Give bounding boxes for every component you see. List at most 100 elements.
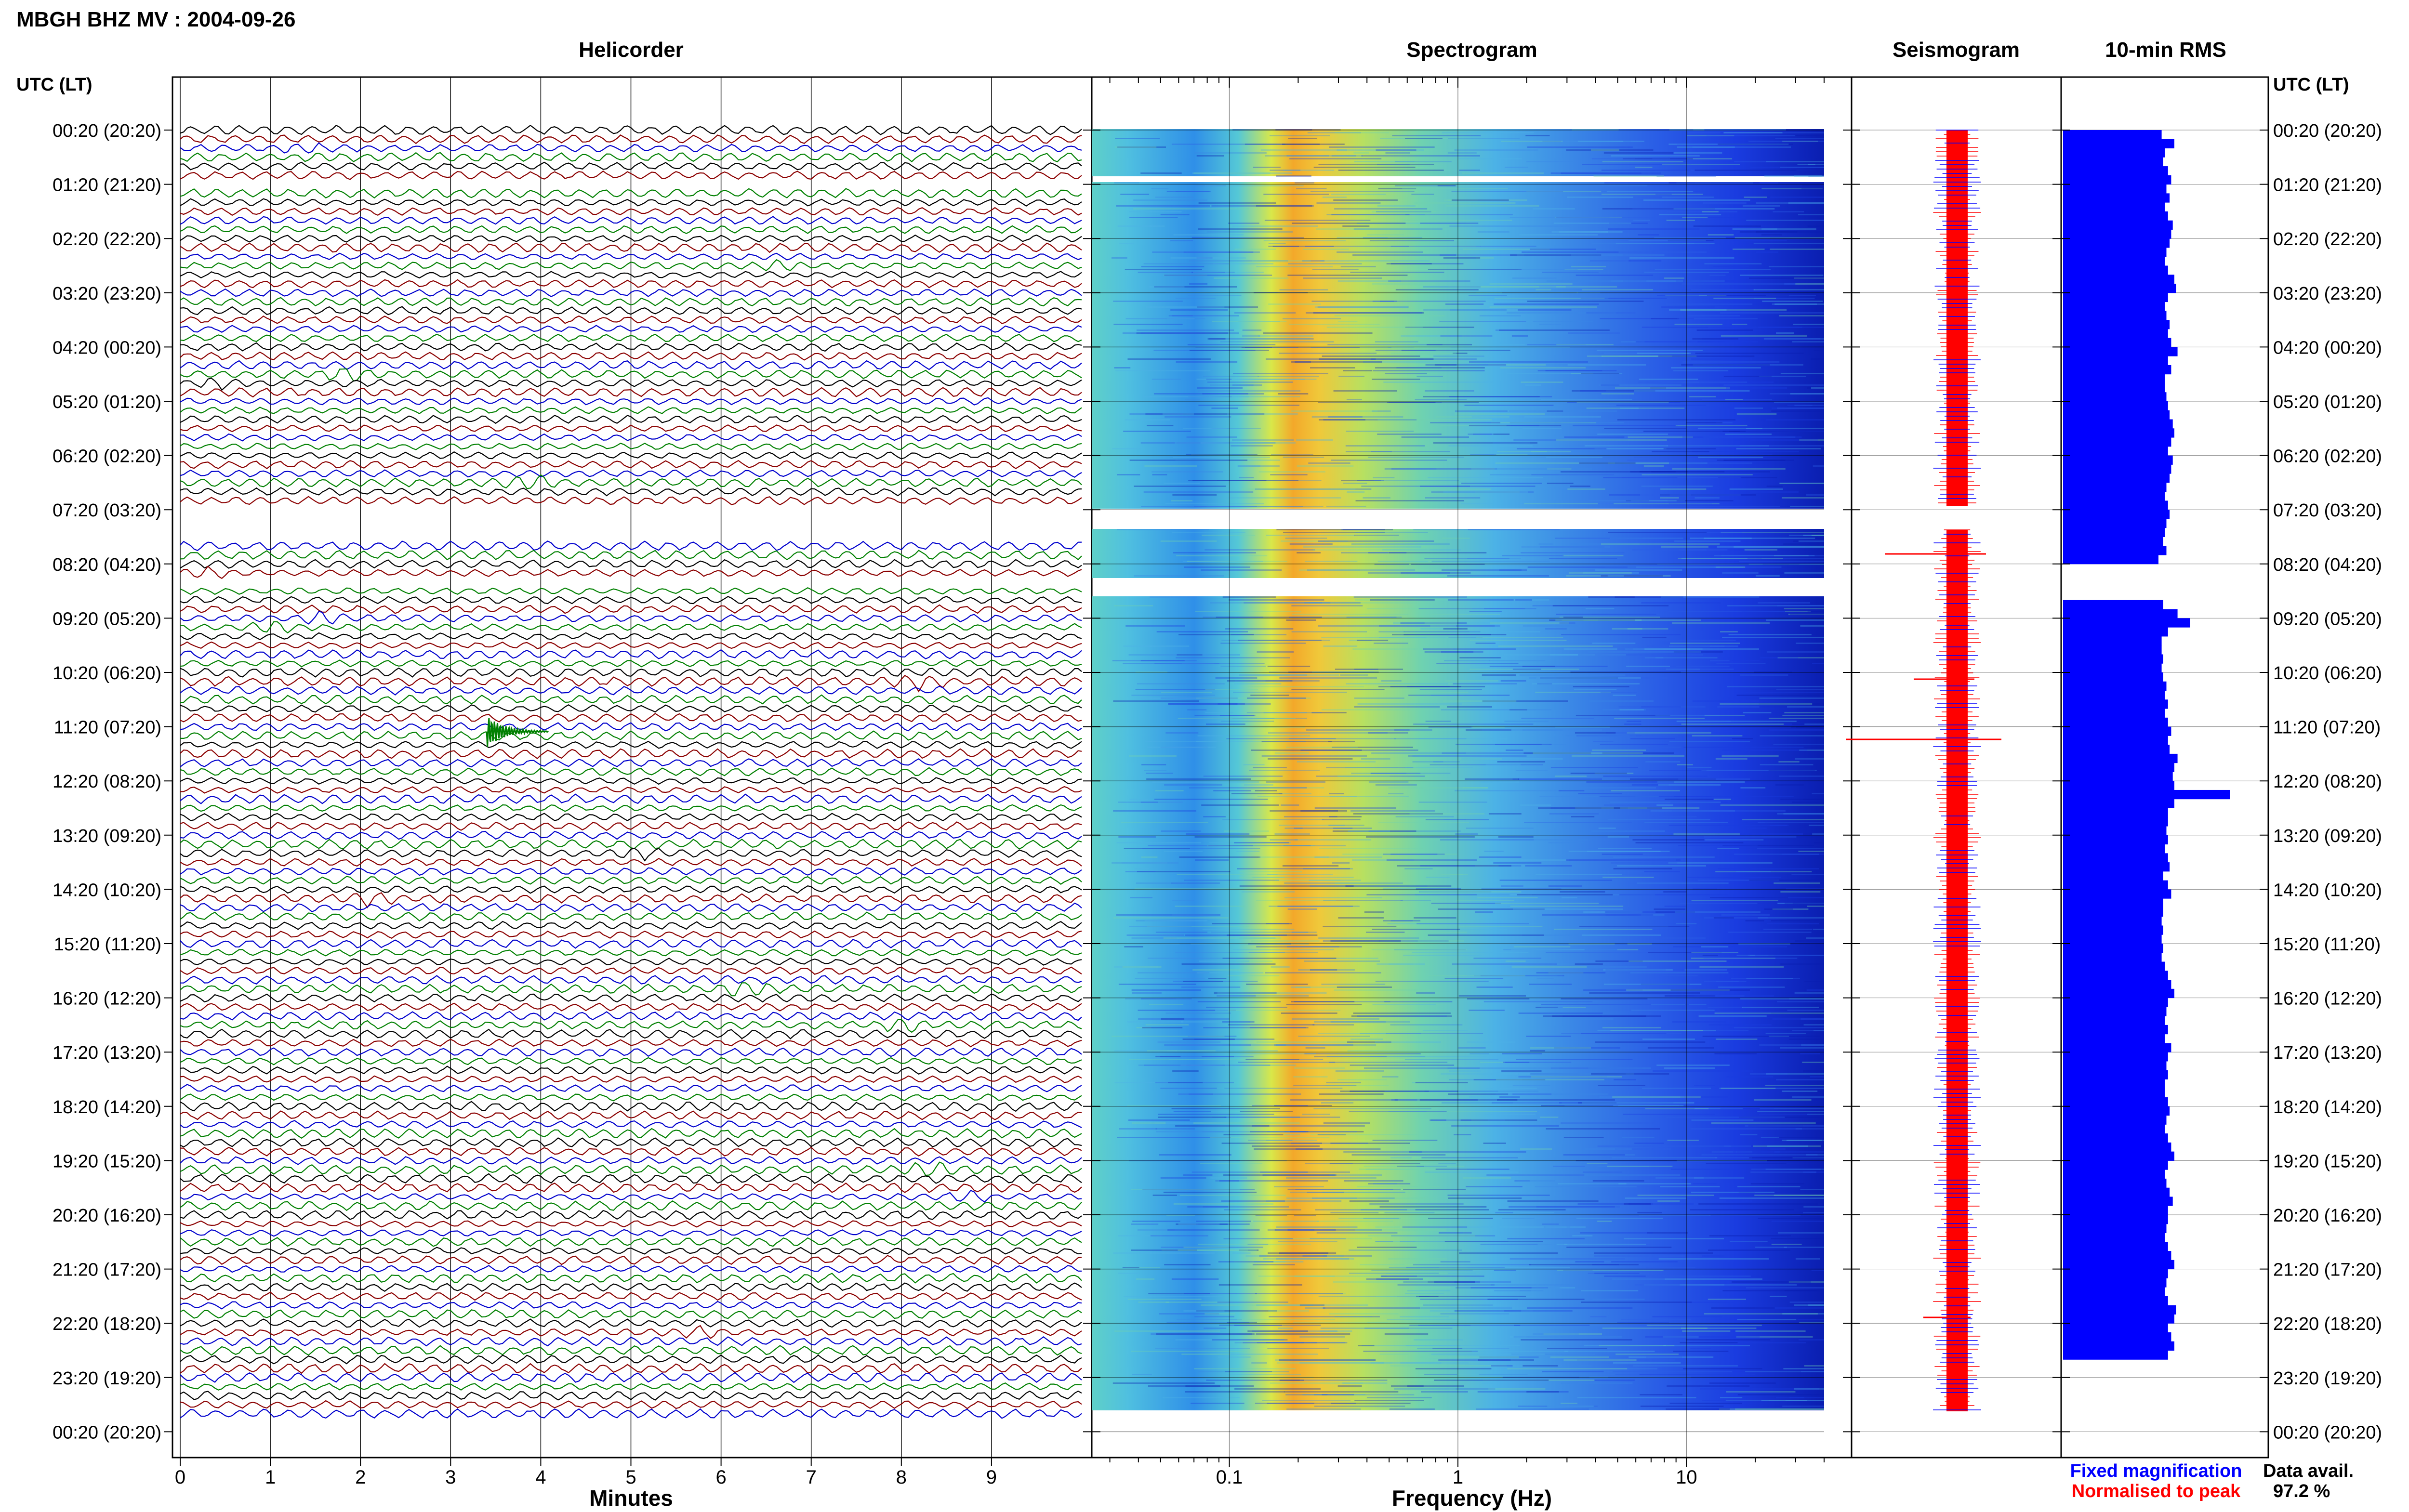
spectrogram-speckle bbox=[1124, 1296, 1223, 1297]
spectrogram-speckle bbox=[1284, 1391, 1399, 1393]
spectrogram-speckle bbox=[1206, 1007, 1287, 1008]
spectrogram-speckle bbox=[1725, 1400, 1824, 1401]
helicorder-trace bbox=[180, 1110, 1082, 1120]
spectrogram-speckle bbox=[1330, 1212, 1379, 1213]
spectrogram-speckle bbox=[1302, 1394, 1366, 1395]
spectrogram-speckle bbox=[1673, 1351, 1729, 1352]
spectrogram-speckle bbox=[1444, 1111, 1537, 1112]
spectrogram-speckle bbox=[1681, 558, 1747, 559]
helicorder-trace bbox=[180, 1028, 1082, 1040]
spectrogram-speckle bbox=[1532, 683, 1640, 684]
spectrogram-speckle bbox=[1456, 900, 1514, 901]
spectrogram-speckle bbox=[1542, 141, 1631, 142]
spectrogram-speckle bbox=[1550, 767, 1639, 768]
spectrogram-speckle bbox=[1796, 726, 1824, 728]
helicorder-trace bbox=[180, 975, 1082, 985]
spectrogram-speckle bbox=[1267, 874, 1333, 875]
spectrogram-speckle bbox=[1723, 132, 1783, 133]
spectrogram-speckle bbox=[1465, 778, 1520, 780]
spectrogram-speckle bbox=[1277, 906, 1353, 907]
spectrogram-speckle bbox=[1152, 379, 1181, 380]
spectrogram-speckle bbox=[1736, 871, 1771, 872]
spectrogram-speckle bbox=[1568, 943, 1615, 945]
spectrogram-speckle bbox=[1156, 631, 1248, 632]
rms-bar bbox=[2063, 627, 2168, 637]
spectrogram-speckle bbox=[1813, 350, 1824, 351]
spectrogram-speckle bbox=[1389, 963, 1413, 965]
spectrogram-speckle bbox=[1412, 755, 1483, 757]
spectrogram-speckle bbox=[1780, 799, 1824, 800]
helicorder-trace bbox=[180, 1065, 1082, 1075]
spectrogram-speckle bbox=[1338, 917, 1384, 919]
spectrogram-speckle bbox=[1256, 1304, 1368, 1306]
spectrogram-speckle bbox=[1114, 1050, 1177, 1052]
spectrogram-speckle bbox=[1566, 1247, 1672, 1248]
spectrogram-speckle bbox=[1697, 428, 1762, 429]
spectrogram-speckle bbox=[1436, 416, 1509, 418]
spectrogram-speckle bbox=[1713, 917, 1734, 919]
spectrogram-speckle bbox=[1444, 660, 1490, 661]
spectrogram-speckle bbox=[1434, 364, 1457, 366]
spectrogram-speckle bbox=[1796, 643, 1824, 644]
time-tick-label-left: 12:20 (08:20) bbox=[53, 772, 161, 792]
spectrogram-speckle bbox=[1129, 1059, 1245, 1060]
spectrogram-speckle bbox=[1266, 358, 1376, 360]
helicorder-trace bbox=[180, 867, 1082, 876]
spectrogram-speckle bbox=[1536, 978, 1554, 979]
spectrogram-speckle bbox=[1191, 454, 1232, 455]
spectrogram-speckle bbox=[1454, 1281, 1511, 1283]
spectrogram-speckle bbox=[1715, 758, 1747, 760]
spectrogram-speckle bbox=[1353, 1012, 1451, 1014]
spectrogram-speckle bbox=[1183, 1174, 1213, 1176]
spectrogram-speckle bbox=[1229, 995, 1309, 997]
spectrogram-speckle bbox=[1401, 436, 1469, 438]
spectrogram-speckle bbox=[1423, 1304, 1493, 1306]
spectrogram-speckle bbox=[1634, 457, 1653, 458]
spectrogram-speckle bbox=[1726, 1076, 1774, 1078]
spectrogram-speckle bbox=[1641, 327, 1708, 328]
spectrogram-speckle bbox=[1628, 960, 1727, 962]
helicorder-trace bbox=[180, 911, 1082, 922]
rms-bar bbox=[2063, 537, 2163, 546]
spectrogram-speckle bbox=[1496, 1093, 1608, 1095]
spectrogram-speckle bbox=[1375, 1226, 1400, 1228]
spectrogram-speckle bbox=[1481, 888, 1562, 890]
spectrogram-speckle bbox=[1390, 1024, 1463, 1026]
spectrogram-speckle bbox=[1131, 937, 1177, 939]
spectrogram-speckle bbox=[1371, 773, 1421, 774]
spectrogram-speckle bbox=[1750, 1171, 1816, 1173]
spectrogram-speckle bbox=[1548, 842, 1584, 843]
spectrogram-speckle bbox=[1274, 1105, 1332, 1106]
spectrogram-speckle bbox=[1322, 197, 1347, 198]
spectrogram-speckle bbox=[1505, 960, 1526, 962]
spectrogram-speckle bbox=[1348, 830, 1390, 832]
spectrogram-speckle bbox=[1587, 851, 1670, 852]
spectrogram-speckle bbox=[1244, 144, 1320, 145]
spectrogram-speckle bbox=[1614, 1079, 1636, 1080]
spectrogram-speckle bbox=[1504, 654, 1595, 656]
spectrogram-speckle bbox=[1603, 152, 1673, 154]
spectrogram-speckle bbox=[1657, 295, 1699, 296]
rms-bar bbox=[2063, 799, 2174, 808]
spectrogram-speckle bbox=[1373, 1183, 1397, 1184]
spectrogram-speckle bbox=[1447, 1195, 1550, 1196]
spectrogram-speckle bbox=[1372, 283, 1436, 285]
spectrogram-speckle bbox=[1331, 460, 1447, 461]
spectrogram-speckle bbox=[1249, 770, 1320, 771]
spectrogram-speckle bbox=[1722, 749, 1807, 751]
spectrogram-speckle bbox=[1678, 778, 1750, 780]
spectrogram-speckle bbox=[1129, 211, 1182, 212]
spectrogram-speckle bbox=[1248, 952, 1318, 953]
spectrogram-speckle bbox=[1599, 384, 1681, 386]
spectrogram-speckle bbox=[1455, 410, 1508, 412]
helicorder-trace bbox=[180, 712, 1082, 723]
helicorder-trace bbox=[180, 433, 1082, 442]
spectrogram-speckle bbox=[1276, 529, 1393, 530]
spectrogram-speckle bbox=[1166, 1322, 1249, 1323]
spectrogram-speckle bbox=[1302, 260, 1325, 262]
spectrogram-speckle bbox=[1525, 384, 1541, 386]
spectrogram-speckle bbox=[1298, 969, 1355, 971]
spectrogram-speckle bbox=[1178, 718, 1296, 719]
spectrogram-speckle bbox=[1562, 555, 1624, 556]
spectrogram-speckle bbox=[1604, 353, 1689, 354]
